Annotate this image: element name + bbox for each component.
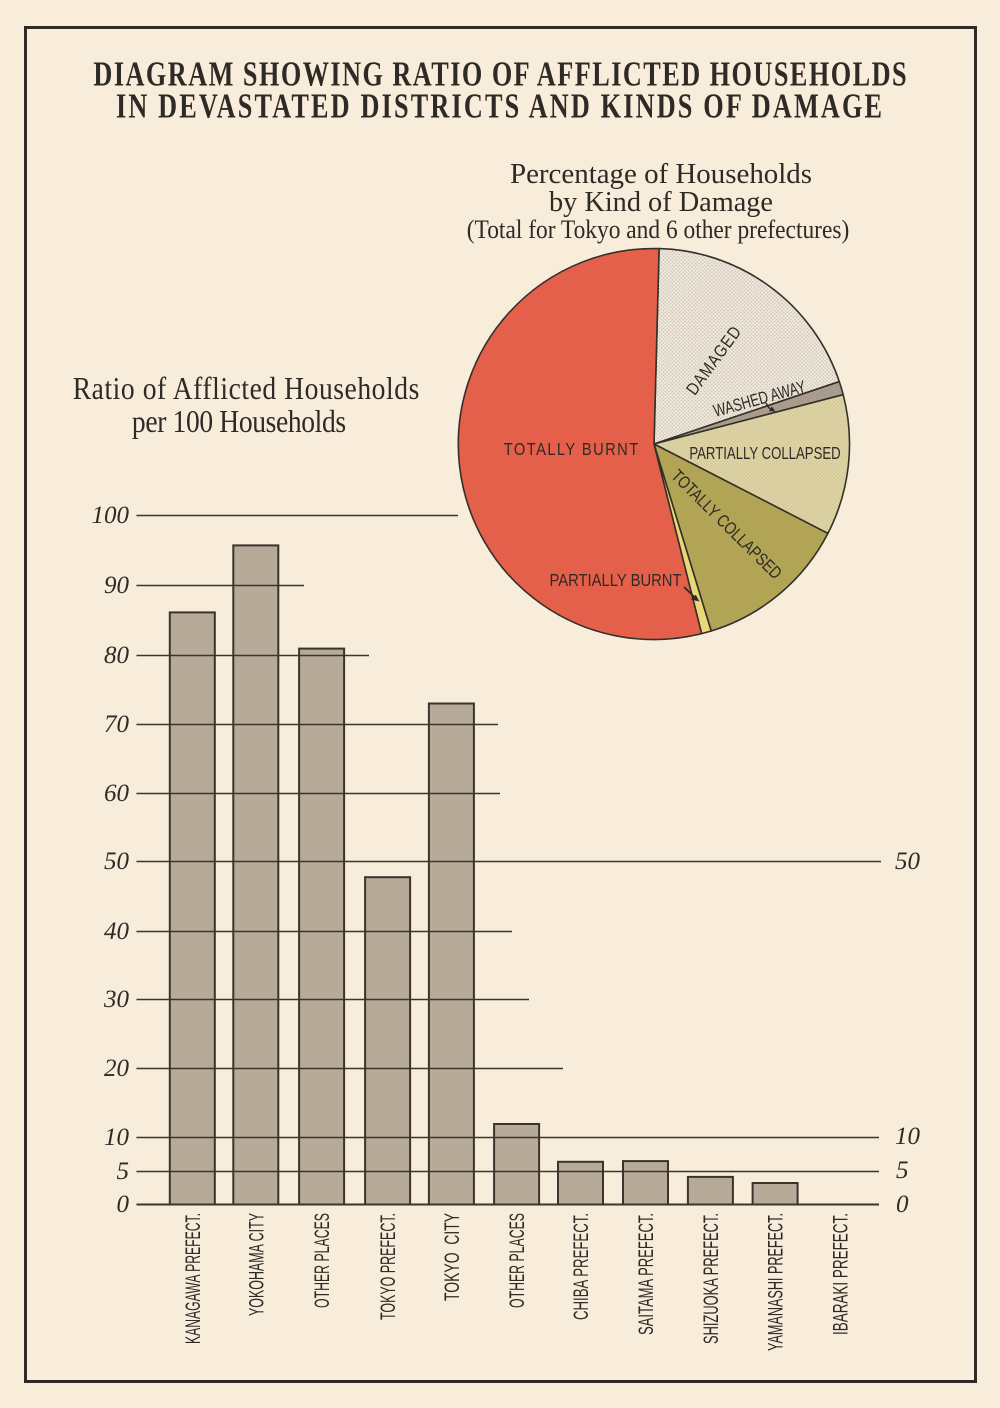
svg-text:20: 20 — [104, 1055, 130, 1082]
svg-text:50: 50 — [104, 848, 130, 875]
svg-text:SHIZUOKA PREFECT.: SHIZUOKA PREFECT. — [700, 1213, 723, 1344]
svg-text:10: 10 — [104, 1124, 130, 1151]
svg-text:OTHER PLACES: OTHER PLACES — [506, 1213, 529, 1308]
svg-text:KANAGAWA PREFECT.: KANAGAWA PREFECT. — [182, 1213, 205, 1344]
svg-text:0: 0 — [896, 1191, 909, 1218]
svg-text:IBARAKI PREFECT.: IBARAKI PREFECT. — [829, 1213, 852, 1335]
svg-text:Ratio of Afflicted Households: Ratio of Afflicted Households — [73, 371, 420, 406]
svg-text:TOKYO CITY: TOKYO CITY — [441, 1213, 464, 1301]
svg-text:10: 10 — [895, 1123, 921, 1150]
svg-text:Percentage of Households: Percentage of Households — [510, 158, 812, 190]
svg-text:70: 70 — [104, 711, 130, 738]
svg-text:per 100 Households: per 100 Households — [132, 404, 346, 439]
svg-text:50: 50 — [895, 848, 921, 875]
svg-text:PARTIALLY BURNT: PARTIALLY BURNT — [549, 572, 681, 591]
svg-text:90: 90 — [104, 572, 130, 599]
svg-text:40: 40 — [104, 918, 130, 945]
svg-text:5: 5 — [896, 1157, 909, 1184]
svg-text:PARTIALLY COLLAPSED: PARTIALLY COLLAPSED — [689, 445, 840, 464]
svg-text:IN DEVASTATED DISTRICTS AND KI: IN DEVASTATED DISTRICTS AND KINDS OF DAM… — [116, 87, 882, 125]
svg-text:30: 30 — [103, 986, 130, 1013]
svg-text:YAMANASHI PREFECT.: YAMANASHI PREFECT. — [765, 1213, 788, 1351]
svg-text:TOKYO PREFECT.: TOKYO PREFECT. — [377, 1213, 400, 1320]
svg-text:100: 100 — [92, 502, 130, 529]
svg-text:TOTALLY BURNT: TOTALLY BURNT — [504, 440, 639, 459]
svg-text:60: 60 — [104, 780, 130, 807]
svg-text:SAITAMA PREFECT.: SAITAMA PREFECT. — [635, 1213, 658, 1335]
svg-text:5: 5 — [117, 1158, 130, 1185]
svg-text:(Total for Tokyo and 6 other p: (Total for Tokyo and 6 other prefectures… — [467, 216, 850, 244]
svg-text:CHIBA PREFECT.: CHIBA PREFECT. — [570, 1213, 593, 1320]
svg-text:80: 80 — [104, 642, 130, 669]
svg-text:OTHER PLACES: OTHER PLACES — [311, 1213, 334, 1308]
svg-text:YOKOHAMA CITY: YOKOHAMA CITY — [245, 1213, 268, 1316]
svg-text:0: 0 — [117, 1191, 130, 1218]
svg-text:DIAGRAM SHOWING RATIO OF AFFLI: DIAGRAM SHOWING RATIO OF AFFLICTED HOUSE… — [93, 55, 906, 93]
svg-text:by Kind of Damage: by Kind of Damage — [549, 187, 773, 218]
